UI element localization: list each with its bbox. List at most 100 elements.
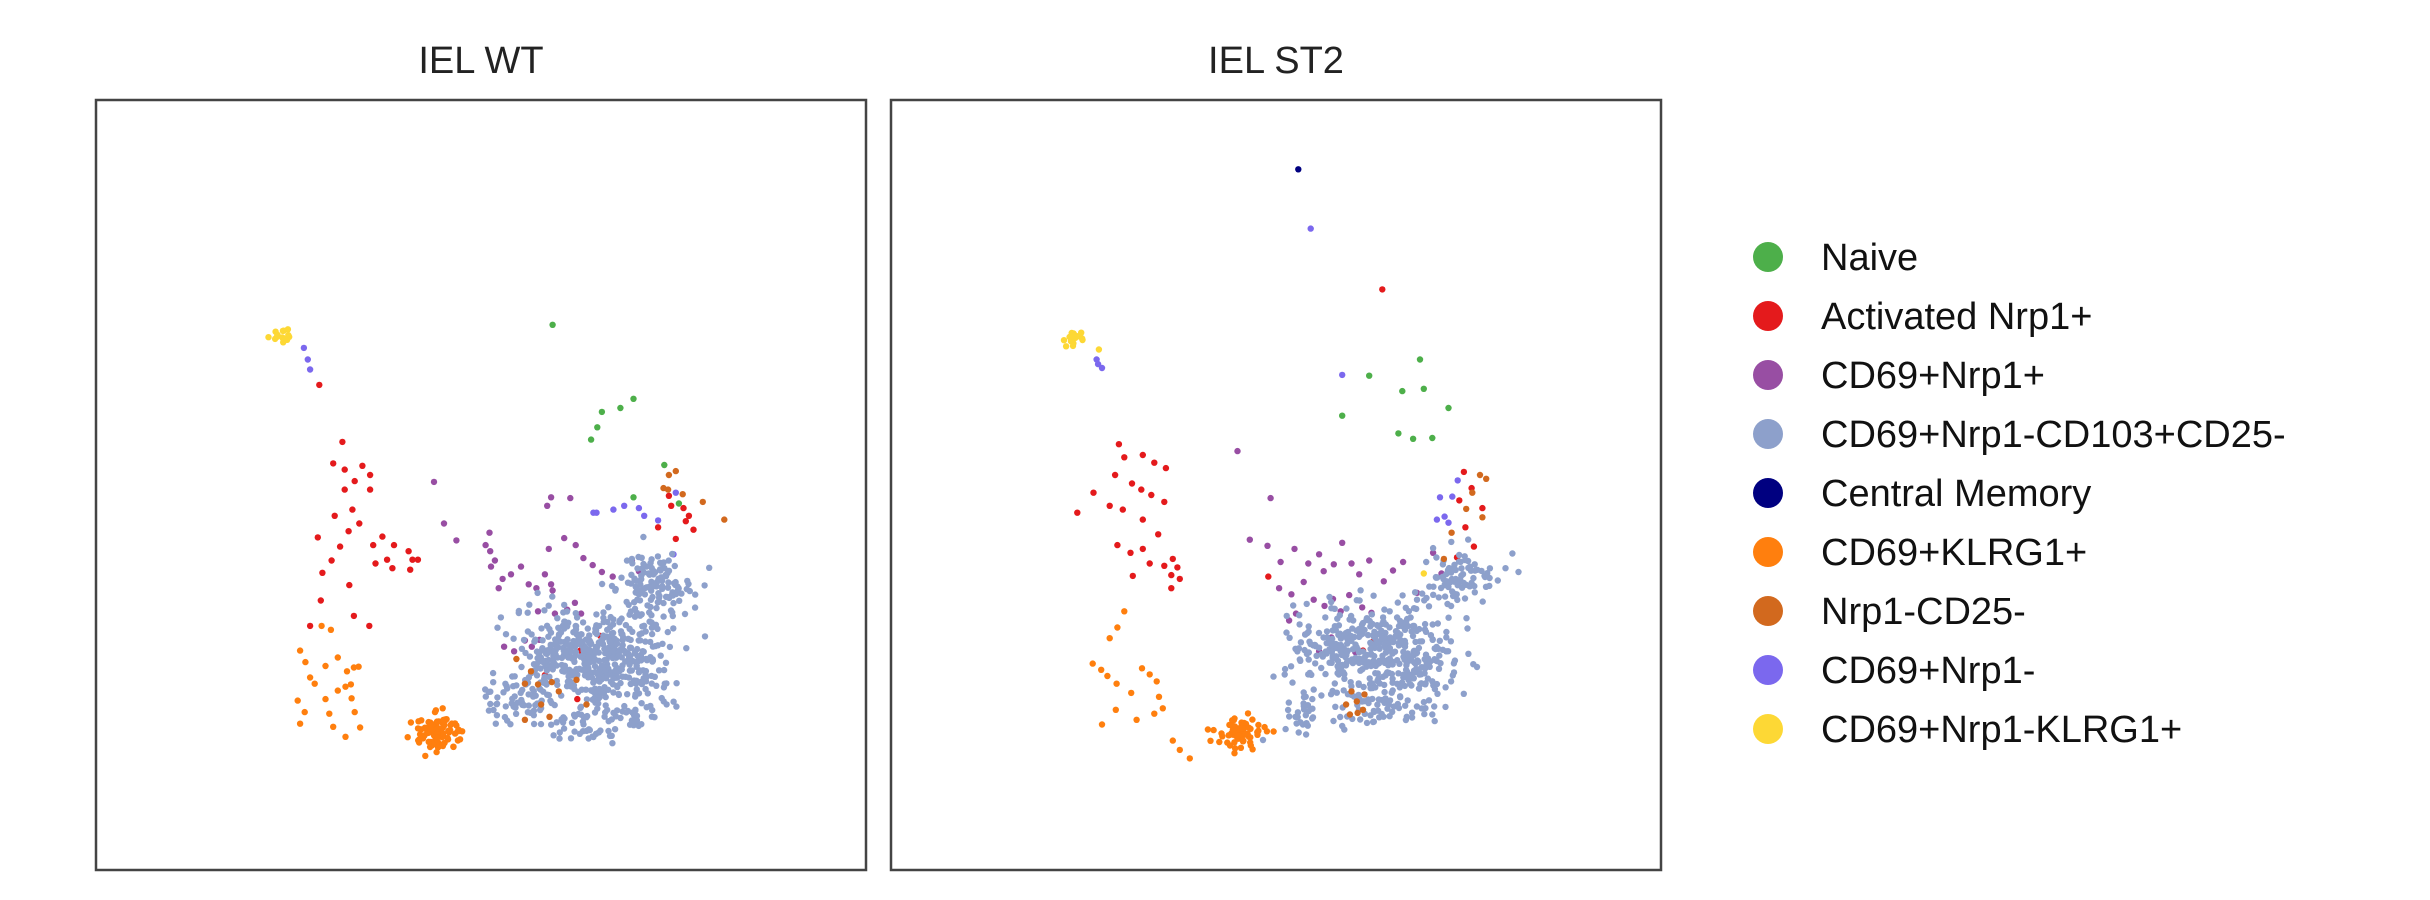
point-cd69-nrp1	[549, 587, 556, 594]
point-cd69-nrp1-cd103-cd25	[519, 686, 526, 694]
point-cd69-nrp1-cd103-cd25	[647, 559, 654, 567]
point-cd69-nrp1-klrg1	[279, 327, 287, 335]
point-cd69-nrp1-cd103-cd25	[1465, 650, 1472, 657]
point-cd69-nrp1-cd103-cd25	[1450, 669, 1458, 676]
point-cd69-klrg1	[425, 738, 432, 745]
point-cd69-nrp1-cd103-cd25	[613, 640, 621, 647]
point-cd69-nrp1-cd103-cd25	[1387, 634, 1394, 641]
point-cd69-nrp1-cd103-cd25	[1318, 664, 1325, 672]
point-cd69-nrp1-cd103-cd25	[646, 609, 653, 616]
point-cd69-nrp1-cd103-cd25	[541, 607, 548, 614]
point-cd69-nrp1	[544, 502, 551, 509]
point-cd69-nrp1-cd103-cd25	[684, 577, 691, 585]
point-cd69-nrp1-cd103-cd25	[607, 613, 614, 621]
point-cd69-klrg1	[433, 718, 441, 725]
point-cd69-nrp1-cd103-cd25	[1380, 713, 1387, 720]
point-cd69-nrp1-cd103-cd25	[1448, 538, 1455, 546]
point-cd69-nrp1-cd103-cd25	[1470, 661, 1477, 668]
point-cd69-nrp1	[635, 504, 643, 512]
point-cd69-nrp1-cd103-cd25	[1322, 614, 1329, 621]
point-cd69-nrp1-cd103-cd25	[1445, 614, 1452, 621]
point-cd69-nrp1-cd103-cd25	[1441, 593, 1449, 600]
point-nrp1-cd25	[1479, 514, 1486, 521]
point-cd69-nrp1	[589, 561, 596, 569]
point-cd69-nrp1-cd103-cd25	[1323, 628, 1331, 635]
point-cd69-nrp1-cd103-cd25	[1313, 652, 1320, 659]
point-cd69-nrp1-cd103-cd25	[1407, 614, 1414, 621]
point-cd69-nrp1-cd103-cd25	[1422, 681, 1429, 688]
point-cd69-nrp1-cd103-cd25	[1270, 673, 1277, 680]
point-cd69-nrp1-cd103-cd25	[615, 691, 623, 699]
point-cd69-nrp1-cd103-cd25	[1433, 554, 1440, 561]
point-cd69-nrp1	[507, 571, 515, 578]
point-cd69-nrp1-cd103-cd25	[1402, 716, 1410, 724]
point-cd69-klrg1	[301, 708, 308, 716]
point-cd69-klrg1	[1239, 725, 1246, 732]
point-cd69-nrp1-cd103-cd25	[548, 721, 555, 728]
point-activated-nrp1	[654, 524, 662, 531]
point-cd69-nrp1-cd103-cd25	[573, 614, 581, 621]
point-cd69-nrp1	[1315, 551, 1323, 558]
point-cd69-nrp1-cd103-cd25	[1356, 597, 1363, 604]
point-cd69-nrp1	[1264, 542, 1271, 549]
point-cd69-nrp1	[430, 478, 438, 486]
point-cd69-nrp1-cd103-cd25	[1334, 615, 1341, 622]
point-cd69-nrp1-cd103-cd25	[1389, 679, 1396, 686]
point-cd69-nrp1-cd103-cd25	[1431, 717, 1438, 725]
point-cd69-nrp1	[1321, 602, 1328, 610]
legend-item-cd69-nrp1-klrg1: CD69+Nrp1-KLRG1+	[1753, 709, 2182, 751]
point-cd69-nrp1-cd103-cd25	[1283, 612, 1290, 620]
point-cd69-nrp1-cd103-cd25	[1305, 623, 1312, 630]
point-cd69-nrp1-cd103-cd25	[1365, 659, 1372, 666]
point-cd69-nrp1	[499, 575, 506, 583]
point-cd69-nrp1-cd103-cd25	[656, 592, 663, 600]
point-cd69-nrp1-cd103-cd25	[1328, 598, 1335, 606]
point-naive	[1420, 385, 1428, 392]
point-cd69-nrp1-cd103-cd25	[1355, 659, 1363, 667]
point-nrp1-cd25	[1440, 555, 1448, 563]
point-cd69-nrp1-cd103-cd25	[532, 692, 539, 699]
point-cd69-nrp1-cd103-cd25	[1394, 599, 1402, 606]
point-cd69-klrg1	[1138, 665, 1146, 672]
point-cd69-nrp1-cd103-cd25	[1421, 670, 1428, 677]
point-cd69-nrp1-cd103-cd25	[572, 626, 580, 633]
point-cd69-klrg1	[296, 720, 304, 727]
point-cd69-nrp1-cd103-cd25	[1439, 561, 1447, 568]
point-cd69-nrp1-cd103-cd25	[512, 704, 519, 711]
point-activated-nrp1	[1106, 502, 1113, 509]
point-cd69-nrp1-cd103-cd25	[678, 590, 685, 597]
point-cd69-nrp1-cd103-cd25	[1297, 639, 1305, 646]
point-cd69-nrp1-cd103-cd25	[642, 638, 649, 645]
point-cd69-nrp1-cd103-cd25	[1421, 626, 1429, 633]
point-cd69-nrp1	[1320, 568, 1327, 575]
point-cd69-nrp1-cd103-cd25	[1281, 671, 1288, 678]
point-cd69-nrp1-cd103-cd25	[643, 563, 650, 570]
point-cd69-nrp1-cd103-cd25	[509, 695, 516, 702]
point-activated-nrp1	[1460, 468, 1468, 476]
point-nrp1-cd25	[1463, 505, 1470, 513]
point-cd69-nrp1-klrg1	[1078, 329, 1085, 336]
point-cd69-nrp1-cd103-cd25	[518, 663, 525, 671]
point-cd69-nrp1	[1449, 493, 1456, 500]
point-cd69-klrg1	[444, 734, 451, 742]
point-cd69-nrp1	[1441, 513, 1448, 520]
point-cd69-nrp1-cd103-cd25	[502, 631, 510, 638]
point-cd69-nrp1-cd103-cd25	[645, 570, 652, 577]
point-cd69-klrg1	[1112, 706, 1120, 713]
point-cd69-nrp1	[491, 557, 499, 564]
point-cd69-nrp1-cd103-cd25	[583, 727, 590, 734]
point-cd69-nrp1-cd103-cd25	[1470, 574, 1477, 582]
point-cd69-nrp1-cd103-cd25	[1395, 704, 1403, 712]
point-cd69-nrp1-cd103-cd25	[1305, 649, 1313, 656]
point-activated-nrp1	[1146, 560, 1153, 567]
point-cd69-nrp1-cd103-cd25	[1372, 684, 1379, 691]
point-cd69-nrp1-cd103-cd25	[1332, 627, 1340, 634]
point-cd69-nrp1-cd103-cd25	[637, 637, 644, 644]
point-cd69-nrp1-cd103-cd25	[1443, 634, 1450, 641]
point-activated-nrp1	[1128, 480, 1136, 487]
legend-item-central-memory: Central Memory	[1753, 473, 2091, 515]
point-cd69-klrg1	[330, 723, 337, 730]
point-cd69-klrg1	[306, 674, 314, 681]
point-cd69-nrp1-cd103-cd25	[667, 607, 675, 614]
point-cd69-klrg1	[434, 725, 442, 732]
